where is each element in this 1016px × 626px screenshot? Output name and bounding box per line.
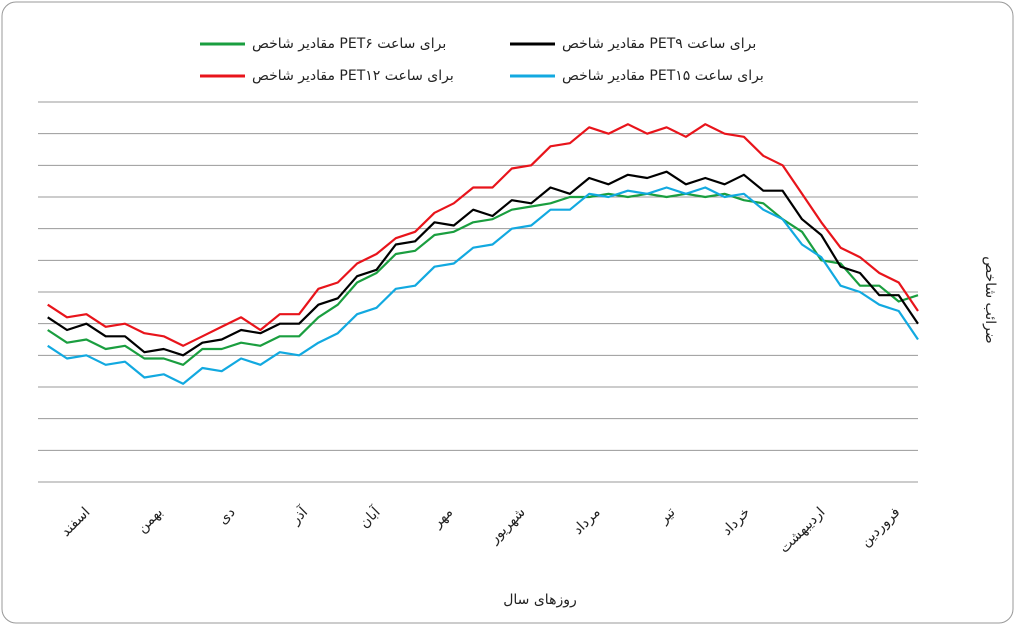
legend-label: مقادیر شاخص PETبرای ساعت ۶: [252, 36, 446, 52]
x-axis-label: روزهای سال: [503, 592, 577, 608]
series-line: [47, 186, 919, 385]
series-line: [47, 123, 919, 347]
legend-label: مقادیر شاخص PETبرای ساعت ۱۵: [562, 68, 764, 84]
series-line: [47, 170, 919, 357]
legend-label: مقادیر شاخص PETبرای ساعت ۱۲: [252, 68, 454, 84]
series-line: [47, 192, 919, 366]
y-axis-label: ضرائب شاخص: [982, 256, 998, 343]
legend-label: مقادیر شاخص PETبرای ساعت ۹: [562, 36, 756, 52]
